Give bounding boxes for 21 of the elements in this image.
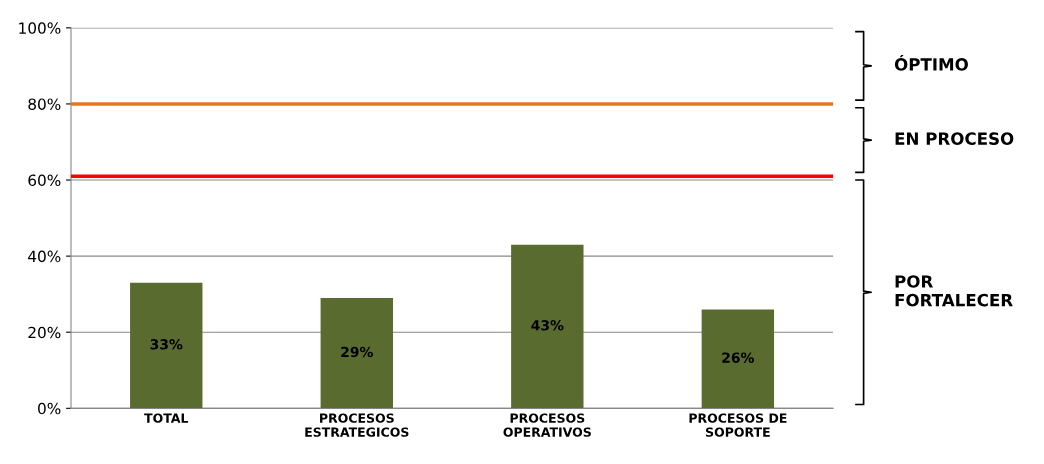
y-tick-label: 60%	[28, 174, 61, 187]
text: POR FORTALECER	[895, 275, 1013, 307]
y-tick-label: 100%	[19, 22, 61, 34]
y-tick-label: 20%	[28, 326, 61, 339]
data-label: 43%	[531, 320, 564, 331]
bar	[130, 282, 203, 409]
data-label: 33%	[150, 339, 183, 350]
bar	[320, 297, 393, 409]
text: ÓPTIMO	[894, 55, 968, 71]
bar	[701, 309, 775, 409]
data-label: 29%	[341, 346, 373, 358]
x-tick-label: PROCESOS DE SOPORTE	[689, 413, 787, 437]
y-tick-label: 80%	[28, 98, 61, 110]
x-tick-label: PROCESOS OPERATIVOS	[503, 413, 591, 437]
text: EN PROCESO	[895, 132, 1014, 145]
data-label: 26%	[722, 352, 755, 363]
x-tick-label: TOTAL	[144, 413, 189, 423]
x-tick-label: PROCESOS ESTRATEGICOS	[305, 413, 409, 437]
y-tick-label: 0%	[38, 402, 61, 415]
bar	[511, 244, 584, 409]
y-tick-label: 40%	[28, 250, 61, 263]
